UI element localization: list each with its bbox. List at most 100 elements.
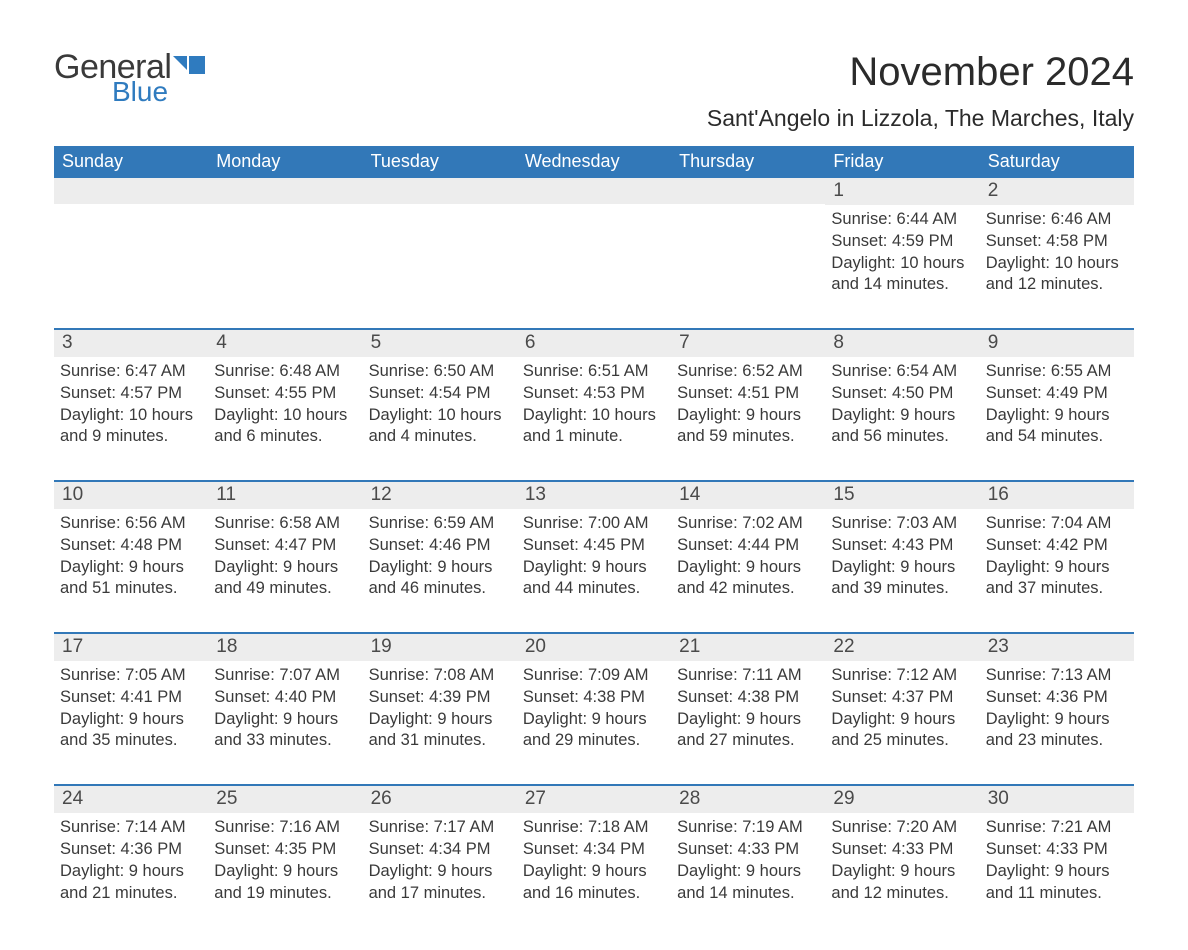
- daylight-text: and 12 minutes.: [831, 883, 973, 905]
- sunset-text: Sunset: 4:37 PM: [831, 687, 973, 709]
- day-cell: 25Sunrise: 7:16 AMSunset: 4:35 PMDayligh…: [208, 786, 362, 910]
- weekday-header-row: Sunday Monday Tuesday Wednesday Thursday…: [54, 146, 1134, 178]
- daylight-text: and 39 minutes.: [831, 578, 973, 600]
- daylight-text: and 19 minutes.: [214, 883, 356, 905]
- daylight-text: and 21 minutes.: [60, 883, 202, 905]
- sunset-text: Sunset: 4:55 PM: [214, 383, 356, 405]
- sunrise-text: Sunrise: 7:18 AM: [523, 817, 665, 839]
- sunset-text: Sunset: 4:34 PM: [369, 839, 511, 861]
- daylight-text: Daylight: 9 hours: [986, 405, 1128, 427]
- daylight-text: and 6 minutes.: [214, 426, 356, 448]
- day-cell: 27 Sunrise: 7:18 AMSunset: 4:34 PMDayligh…: [517, 786, 671, 910]
- brand-flag-icon: [173, 56, 205, 80]
- daylight-text: Daylight: 9 hours: [986, 557, 1128, 579]
- daylight-text: and 37 minutes.: [986, 578, 1128, 600]
- day-cell: 20Sunrise: 7:09 AMSunset: 4:38 PMDayligh…: [517, 634, 671, 758]
- day-number: 17: [54, 634, 208, 661]
- sunset-text: Sunset: 4:34 PM: [523, 839, 665, 861]
- daylight-text: Daylight: 9 hours: [60, 861, 202, 883]
- day-number: 19: [363, 634, 517, 661]
- sunset-text: Sunset: 4:54 PM: [369, 383, 511, 405]
- week-row: 17 Sunrise: 7:05 AMSunset: 4:41 PM Dayligh…: [54, 632, 1134, 758]
- sunrise-text: Sunrise: 7:04 AM: [986, 513, 1128, 535]
- daylight-text: and 11 minutes.: [986, 883, 1128, 905]
- daylight-text: and 31 minutes.: [369, 730, 511, 752]
- day-number: 9: [980, 330, 1134, 357]
- daylight-text: and 49 minutes.: [214, 578, 356, 600]
- sunrise-text: Sunrise: 7:14 AM: [60, 817, 202, 839]
- day-cell: 30Sunrise: 7:21 AMSunset: 4:33 PMDayligh…: [980, 786, 1134, 910]
- day-cell: 22Sunrise: 7:12 AMSunset: 4:37 PMDayligh…: [825, 634, 979, 758]
- daylight-text: Daylight: 9 hours: [986, 709, 1128, 731]
- sunrise-text: Sunrise: 6:48 AM: [214, 361, 356, 383]
- day-number: 30: [980, 786, 1134, 813]
- week-row: 3Sunrise: 6:47 AMSunset: 4:57 PMDaylight…: [54, 328, 1134, 454]
- day-number: 8: [825, 330, 979, 357]
- day-number: 2: [980, 178, 1134, 205]
- day-number: 27: [517, 786, 671, 813]
- sunrise-text: Sunrise: 7:00 AM: [523, 513, 665, 535]
- sunrise-text: Sunrise: 7:05 AM: [60, 665, 202, 687]
- daylight-text: Daylight: 9 hours: [523, 861, 665, 883]
- sunrise-text: Sunrise: 6:51 AM: [523, 361, 665, 383]
- weekday-cell: Friday: [825, 146, 979, 178]
- sunset-text: Sunset: 4:35 PM: [214, 839, 356, 861]
- sunset-text: Sunset: 4:42 PM: [986, 535, 1128, 557]
- daylight-text: and 33 minutes.: [214, 730, 356, 752]
- week-row: 24Sunrise: 7:14 AMSunset: 4:36 PMDayligh…: [54, 784, 1134, 910]
- brand-blue: Blue: [112, 78, 171, 106]
- daylight-text: and 23 minutes.: [986, 730, 1128, 752]
- daylight-text: and 1 minute.: [523, 426, 665, 448]
- day-number: 7: [671, 330, 825, 357]
- day-number: 5: [363, 330, 517, 357]
- day-number: 3: [54, 330, 208, 357]
- weekday-cell: Tuesday: [363, 146, 517, 178]
- sunrise-text: Sunrise: 7:13 AM: [986, 665, 1128, 687]
- daylight-text: and 56 minutes.: [831, 426, 973, 448]
- day-cell: 24Sunrise: 7:14 AMSunset: 4:36 PMDayligh…: [54, 786, 208, 910]
- sunset-text: Sunset: 4:47 PM: [214, 535, 356, 557]
- sunrise-text: Sunrise: 6:46 AM: [986, 209, 1128, 231]
- day-cell: 4Sunrise: 6:48 AMSunset: 4:55 PMDaylight…: [208, 330, 362, 454]
- day-cell: 29Sunrise: 7:20 AMSunset: 4:33 PMDayligh…: [825, 786, 979, 910]
- day-cell: [517, 178, 671, 302]
- daylight-text: Daylight: 9 hours: [369, 709, 511, 731]
- sunrise-text: Sunrise: 7:19 AM: [677, 817, 819, 839]
- calendar: Sunday Monday Tuesday Wednesday Thursday…: [54, 146, 1134, 910]
- sunset-text: Sunset: 4:33 PM: [677, 839, 819, 861]
- sunset-text: Sunset: 4:53 PM: [523, 383, 665, 405]
- month-title: November 2024: [707, 50, 1134, 95]
- empty-day-bar: [671, 178, 825, 204]
- day-cell: 13Sunrise: 7:00 AMSunset: 4:45 PMDayligh…: [517, 482, 671, 606]
- sunset-text: Sunset: 4:33 PM: [831, 839, 973, 861]
- location-subtitle: Sant'Angelo in Lizzola, The Marches, Ita…: [707, 105, 1134, 132]
- daylight-text: and 51 minutes.: [60, 578, 202, 600]
- sunrise-text: Sunrise: 6:50 AM: [369, 361, 511, 383]
- sunrise-text: Sunrise: 7:16 AM: [214, 817, 356, 839]
- sunrise-text: Sunrise: 6:54 AM: [831, 361, 973, 383]
- day-number: 13: [517, 482, 671, 509]
- sunrise-text: Sunrise: 7:02 AM: [677, 513, 819, 535]
- day-cell: [54, 178, 208, 302]
- sunrise-text: Sunrise: 7:08 AM: [369, 665, 511, 687]
- daylight-text: Daylight: 10 hours: [831, 253, 973, 275]
- sunset-text: Sunset: 4:41 PM: [60, 687, 202, 709]
- daylight-text: and 44 minutes.: [523, 578, 665, 600]
- sunset-text: Sunset: 4:58 PM: [986, 231, 1128, 253]
- daylight-text: Daylight: 9 hours: [831, 405, 973, 427]
- daylight-text: Daylight: 9 hours: [831, 557, 973, 579]
- day-cell: 21Sunrise: 7:11 AMSunset: 4:38 PMDayligh…: [671, 634, 825, 758]
- sunset-text: Sunset: 4:46 PM: [369, 535, 511, 557]
- daylight-text: and 46 minutes.: [369, 578, 511, 600]
- day-cell: [208, 178, 362, 302]
- sunrise-text: Sunrise: 7:11 AM: [677, 665, 819, 687]
- day-number: 11: [208, 482, 362, 509]
- daylight-text: Daylight: 9 hours: [831, 861, 973, 883]
- sunrise-text: Sunrise: 7:09 AM: [523, 665, 665, 687]
- sunrise-text: Sunrise: 6:47 AM: [60, 361, 202, 383]
- day-cell: 2Sunrise: 6:46 AMSunset: 4:58 PMDaylight…: [980, 178, 1134, 302]
- daylight-text: Daylight: 9 hours: [214, 861, 356, 883]
- daylight-text: Daylight: 9 hours: [523, 557, 665, 579]
- daylight-text: and 27 minutes.: [677, 730, 819, 752]
- day-cell: 14Sunrise: 7:02 AMSunset: 4:44 PMDayligh…: [671, 482, 825, 606]
